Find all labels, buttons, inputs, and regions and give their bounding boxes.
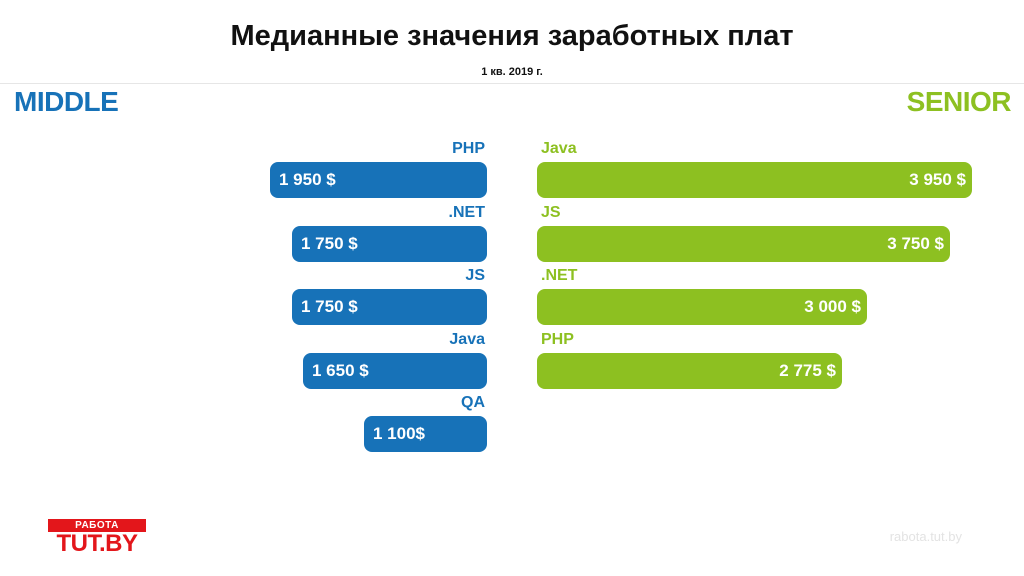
senior-bar-0: 3 950 $ bbox=[537, 162, 972, 198]
middle-category-label-4: QA bbox=[461, 394, 485, 411]
senior-bar-2: 3 000 $ bbox=[537, 289, 867, 325]
chart-subtitle: 1 кв. 2019 г. bbox=[481, 66, 543, 78]
middle-category-label-3: Java bbox=[449, 331, 485, 348]
senior-bar-3: 2 775 $ bbox=[537, 353, 842, 389]
senior-category-label-0: Java bbox=[541, 140, 577, 157]
middle-category-label-0: PHP bbox=[452, 140, 485, 157]
senior-category-label-1: JS bbox=[541, 204, 561, 221]
senior-bar-1: 3 750 $ bbox=[537, 226, 950, 262]
logo-tutby-text: TUT.BY bbox=[56, 530, 139, 557]
site-url: rabota.tut.by bbox=[889, 529, 962, 544]
header-divider bbox=[0, 83, 1024, 84]
middle-bar-1: 1 750 $ bbox=[292, 226, 487, 262]
middle-bar-2: 1 750 $ bbox=[292, 289, 487, 325]
logo-rabota-text: РАБОТА bbox=[48, 519, 146, 532]
senior-category-label-2: .NET bbox=[541, 267, 578, 284]
middle-bar-4: 1 100$ bbox=[364, 416, 487, 452]
tutby-logo: РАБОТА TUT.BY bbox=[48, 519, 146, 557]
middle-bar-0: 1 950 $ bbox=[270, 162, 487, 198]
senior-heading: SENIOR bbox=[906, 86, 1012, 117]
senior-category-label-3: PHP bbox=[541, 331, 574, 348]
middle-heading: MIDDLE bbox=[14, 86, 119, 117]
middle-category-label-2: JS bbox=[465, 267, 485, 284]
chart-title: Медианные значения заработных плат bbox=[230, 20, 794, 52]
middle-bar-3: 1 650 $ bbox=[303, 353, 487, 389]
middle-category-label-1: .NET bbox=[448, 204, 485, 221]
